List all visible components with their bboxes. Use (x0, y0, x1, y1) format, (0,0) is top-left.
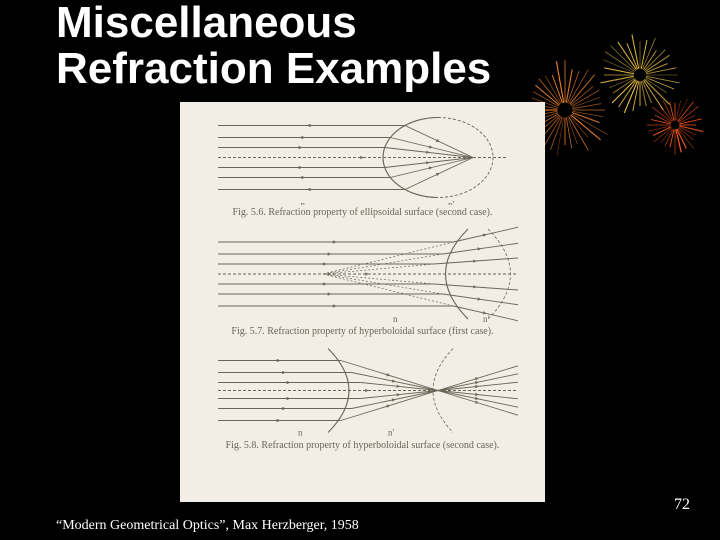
svg-text:n: n (393, 314, 398, 324)
figure-panel: nn'Fig. 5.6. Refraction property of elli… (180, 102, 545, 502)
slide-title: Miscellaneous Refraction Examples (56, 0, 491, 92)
title-line-2: Refraction Examples (56, 44, 491, 93)
citation-text: “Modern Geometrical Optics”, Max Herzber… (56, 518, 359, 534)
svg-text:n': n' (388, 428, 395, 438)
fig-5-7-caption: Fig. 5.7. Refraction property of hyperbo… (190, 326, 535, 337)
fig-5-8-caption: Fig. 5.8. Refraction property of hyperbo… (190, 440, 535, 451)
svg-text:n: n (298, 428, 303, 438)
page-number: 72 (674, 496, 690, 514)
title-line-1: Miscellaneous (56, 0, 357, 47)
fig-5-7: n n' Fig. 5.7. Refraction property of hype… (190, 224, 535, 337)
svg-text:n': n' (448, 200, 455, 206)
svg-text:n': n' (483, 314, 490, 324)
svg-text:n: n (300, 200, 305, 206)
fig-5-6: n n'Fig. 5.6. Refraction property of elli… (190, 110, 535, 218)
fig-5-8: n n' Fig. 5.8. Refraction property of hype… (190, 343, 535, 451)
fig-5-6-caption: Fig. 5.6. Refraction property of ellipso… (190, 207, 535, 218)
